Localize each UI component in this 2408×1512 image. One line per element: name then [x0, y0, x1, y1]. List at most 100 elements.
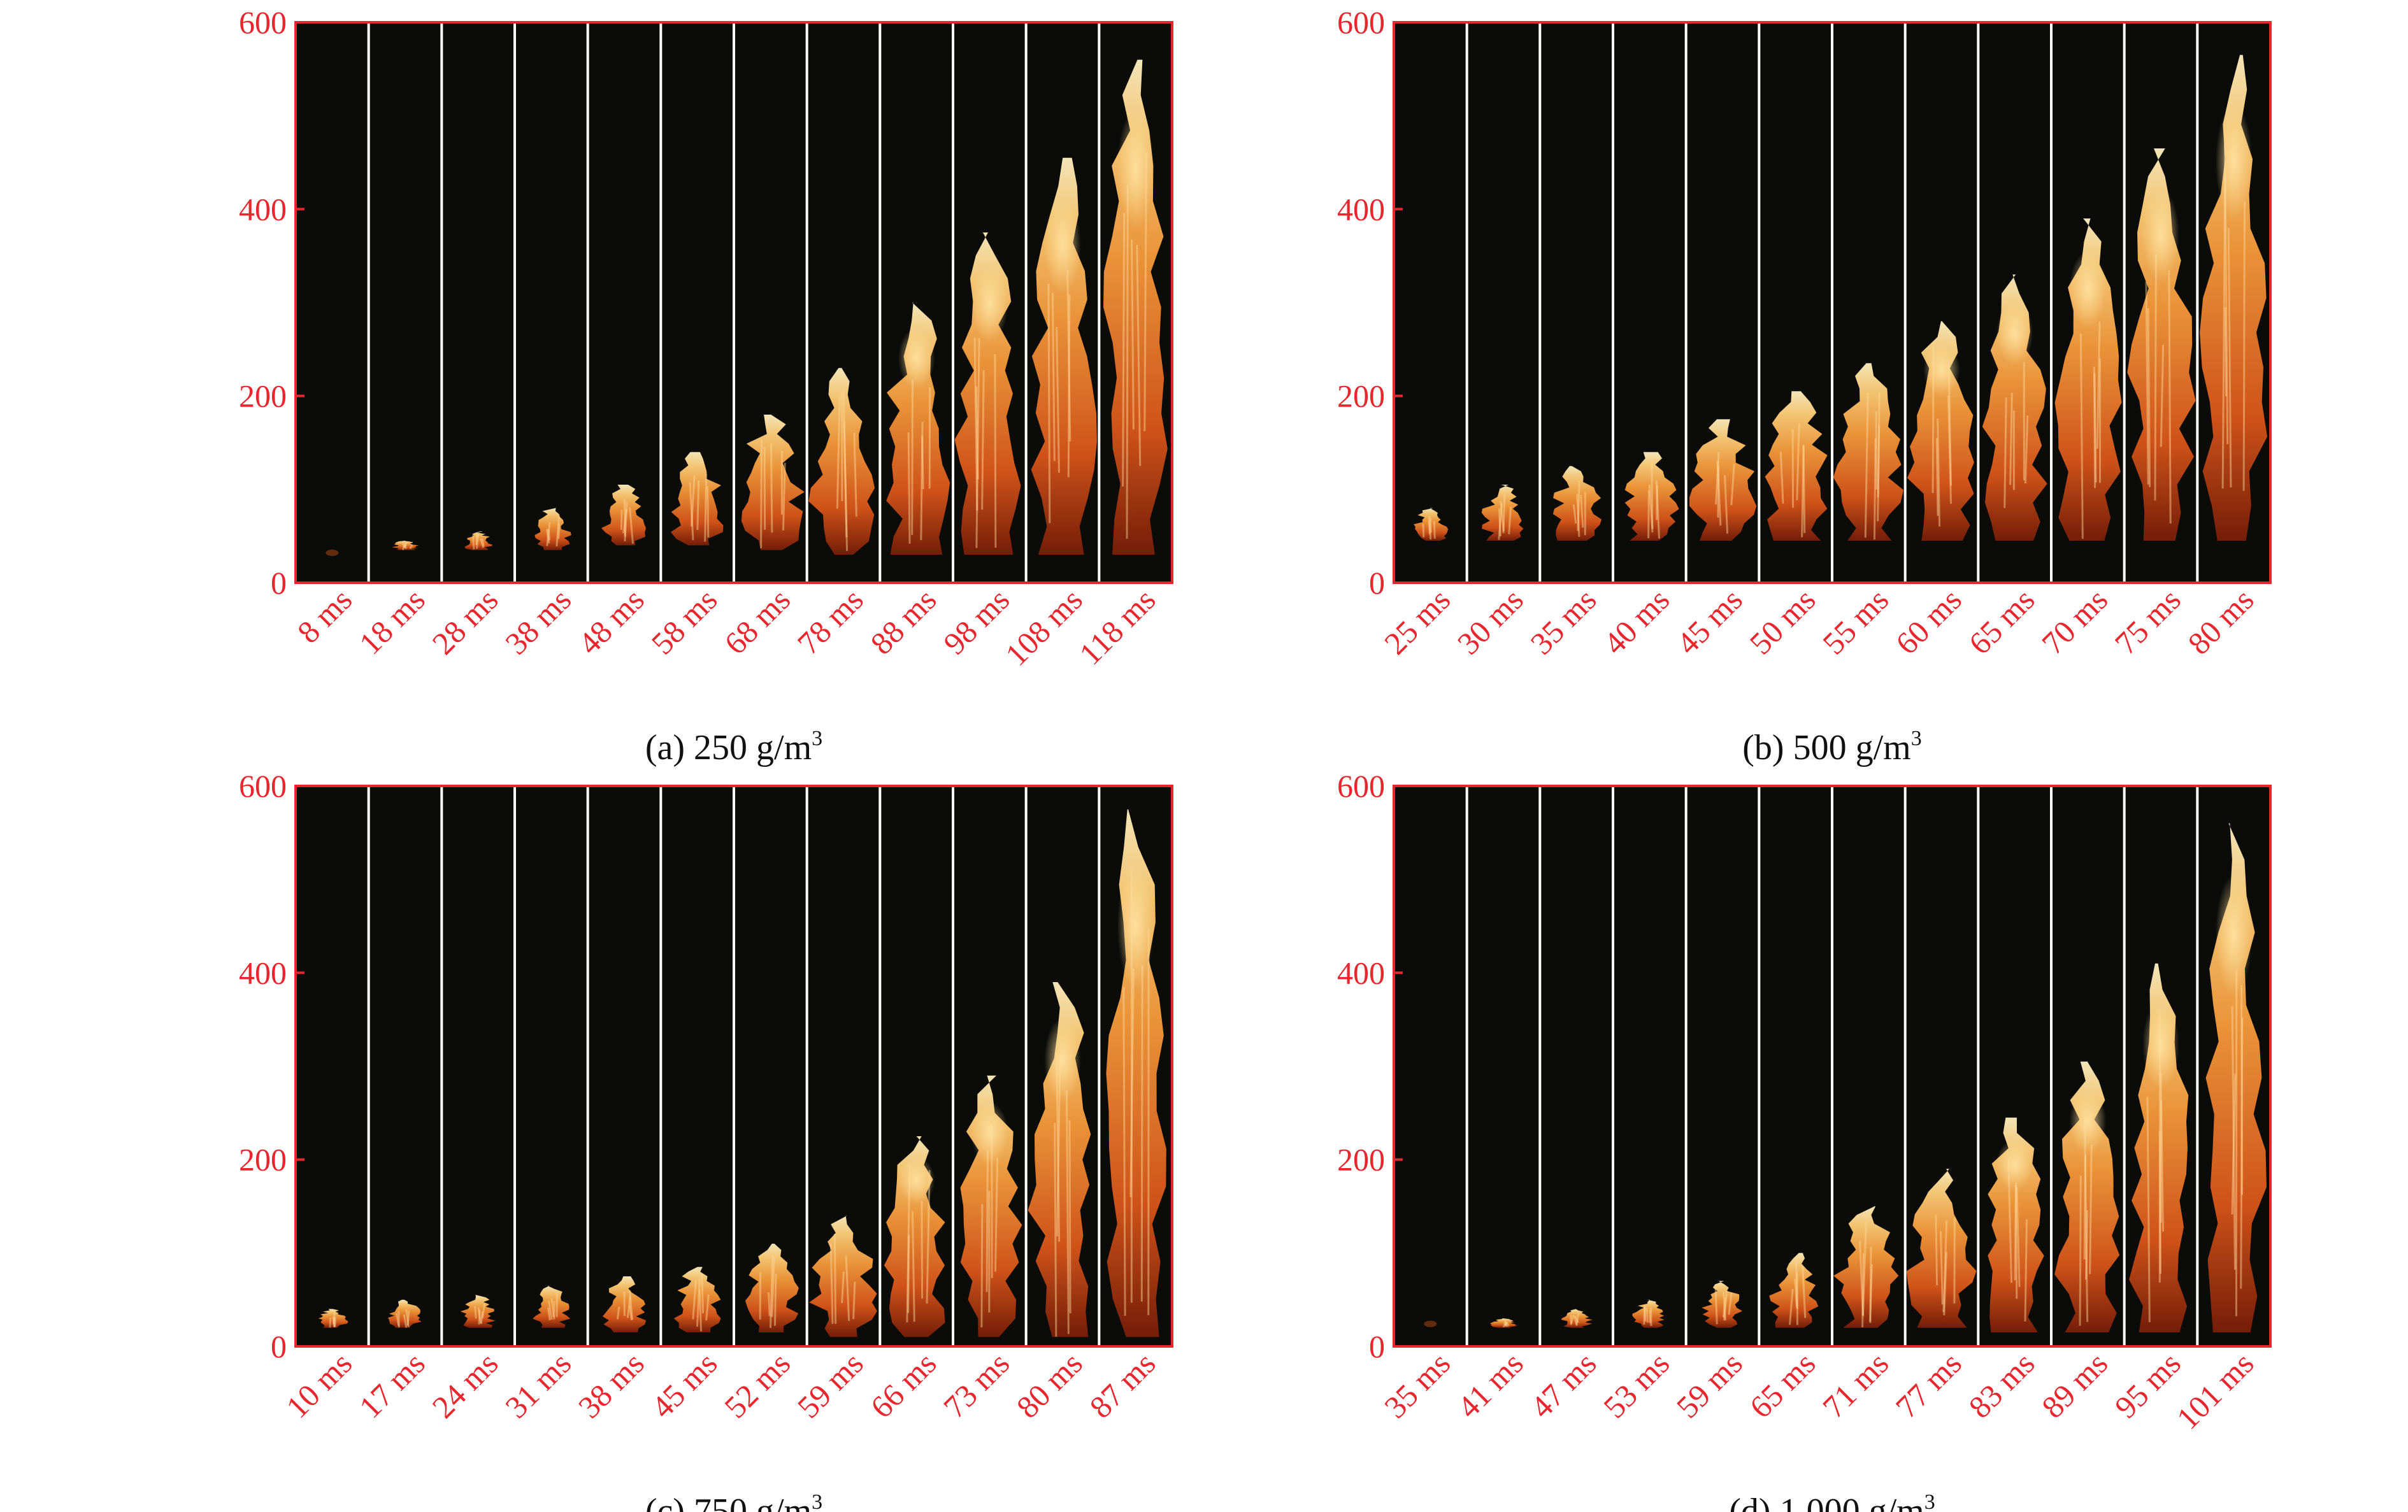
flame-b-7 — [1833, 363, 1903, 541]
flame-d-2 — [1490, 1318, 1517, 1328]
frame-time-label: 87 ms — [1082, 1345, 1162, 1425]
flame-d-8 — [1906, 1169, 1977, 1328]
flame-a-10 — [954, 232, 1021, 555]
frame-time-label: 65 ms — [1742, 1345, 1822, 1425]
y-tick-label: 0 — [271, 1329, 287, 1364]
flame-a-2 — [392, 541, 419, 551]
frame-time-label: 53 ms — [1596, 1345, 1676, 1425]
frame-time-label: 35 ms — [1523, 581, 1603, 661]
flame-b-8 — [1907, 321, 1974, 541]
flame-d-7 — [1833, 1206, 1899, 1328]
frame-time-label: 41 ms — [1451, 1345, 1530, 1425]
flame-c-5 — [602, 1276, 647, 1332]
frame-time-label: 66 ms — [863, 1345, 943, 1425]
frame-time-label: 59 ms — [1670, 1345, 1749, 1425]
panel-a-axis-frame — [294, 21, 1173, 584]
y-tick-label: 400 — [1337, 191, 1385, 227]
frame-time-label: 73 ms — [936, 1345, 1016, 1425]
flame-c-6 — [673, 1267, 721, 1332]
frame-time-label: 59 ms — [791, 1345, 870, 1425]
y-tick-label: 600 — [239, 4, 287, 40]
frame-time-label: 58 ms — [644, 581, 724, 661]
flame-d-10 — [2054, 1061, 2120, 1332]
frame-time-label: 77 ms — [1889, 1345, 1968, 1425]
flame-b-6 — [1765, 391, 1828, 541]
flame-c-1 — [318, 1309, 348, 1328]
flame-d-9 — [1988, 1117, 2044, 1332]
y-tick-label: 400 — [239, 191, 287, 227]
flame-b-2 — [1481, 485, 1524, 541]
frame-time-label: 52 ms — [717, 1345, 797, 1425]
frame-time-label: 80 ms — [1010, 1345, 1089, 1425]
frame-time-label: 24 ms — [425, 1345, 505, 1425]
flame-d-6 — [1769, 1253, 1819, 1328]
panel-c-axis-frame — [294, 785, 1173, 1348]
flame-c-4 — [533, 1285, 571, 1328]
panel-a-caption: (a) 250 g/m3 — [645, 727, 822, 767]
flame-d-3 — [1561, 1309, 1593, 1328]
y-tick-label: 200 — [239, 378, 287, 414]
frame-time-label: 78 ms — [791, 581, 870, 661]
frame-time-label: 83 ms — [1961, 1345, 2041, 1425]
flame-d-11 — [2129, 963, 2189, 1332]
y-tick-label: 600 — [239, 768, 287, 804]
flame-c-2 — [388, 1299, 422, 1328]
frame-time-label: 101 ms — [2170, 1345, 2261, 1436]
y-tick-label: 200 — [1337, 378, 1385, 414]
flame-b-3 — [1552, 466, 1602, 541]
flame-c-8 — [809, 1215, 877, 1337]
frame-time-label: 71 ms — [1816, 1345, 1895, 1425]
y-tick-label: 600 — [1337, 4, 1385, 40]
panel-b-axis-frame — [1393, 21, 2272, 584]
flame-b-4 — [1624, 452, 1679, 541]
frame-time-label: 38 ms — [498, 581, 578, 661]
flame-d-1 — [1424, 1320, 1437, 1327]
frame-time-label: 38 ms — [571, 1345, 651, 1425]
frame-time-label: 48 ms — [571, 581, 651, 661]
frame-time-label: 8 ms — [290, 581, 359, 650]
flame-b-9 — [1982, 275, 2047, 541]
flame-a-4 — [534, 508, 571, 550]
flame-d-12 — [2205, 823, 2267, 1332]
flame-a-3 — [464, 531, 492, 550]
flame-c-7 — [745, 1243, 799, 1332]
y-tick-label: 200 — [239, 1142, 287, 1178]
frame-time-label: 10 ms — [279, 1345, 359, 1425]
frame-time-label: 55 ms — [1816, 581, 1895, 661]
flame-c-11 — [1028, 982, 1091, 1337]
flame-d-4 — [1632, 1299, 1665, 1328]
y-tick-label: 600 — [1337, 768, 1385, 804]
frame-time-label: 31 ms — [498, 1345, 578, 1425]
y-tick-label: 400 — [1337, 955, 1385, 990]
panel-d-axis-frame — [1393, 785, 2272, 1348]
flame-b-5 — [1689, 419, 1757, 541]
frame-time-label: 45 ms — [644, 1345, 724, 1425]
frame-time-label: 18 ms — [352, 581, 432, 661]
frame-time-label: 30 ms — [1451, 581, 1530, 661]
frame-time-label: 89 ms — [2035, 1345, 2114, 1425]
frame-time-label: 28 ms — [425, 581, 505, 661]
frame-time-label: 108 ms — [998, 581, 1089, 673]
frame-time-label: 60 ms — [1889, 581, 1968, 661]
flame-a-8 — [808, 367, 875, 555]
flame-b-1 — [1414, 508, 1449, 541]
frame-time-label: 65 ms — [1961, 581, 2041, 661]
y-tick-label: 0 — [1369, 1329, 1385, 1364]
frame-time-label: 88 ms — [863, 581, 943, 661]
frame-time-label: 35 ms — [1377, 1345, 1457, 1425]
frame-time-label: 68 ms — [717, 581, 797, 661]
panel-c-caption: (c) 750 g/m3 — [645, 1490, 822, 1512]
flame-a-7 — [741, 415, 805, 550]
flame-c-10 — [960, 1075, 1022, 1337]
frame-time-label: 47 ms — [1523, 1345, 1603, 1425]
flame-d-5 — [1702, 1281, 1742, 1328]
frame-time-label: 45 ms — [1670, 581, 1749, 661]
frame-time-label: 75 ms — [2108, 581, 2188, 661]
flame-c-3 — [460, 1295, 496, 1328]
flame-b-10 — [2054, 218, 2122, 541]
frame-time-label: 50 ms — [1742, 581, 1822, 661]
y-tick-label: 200 — [1337, 1142, 1385, 1178]
